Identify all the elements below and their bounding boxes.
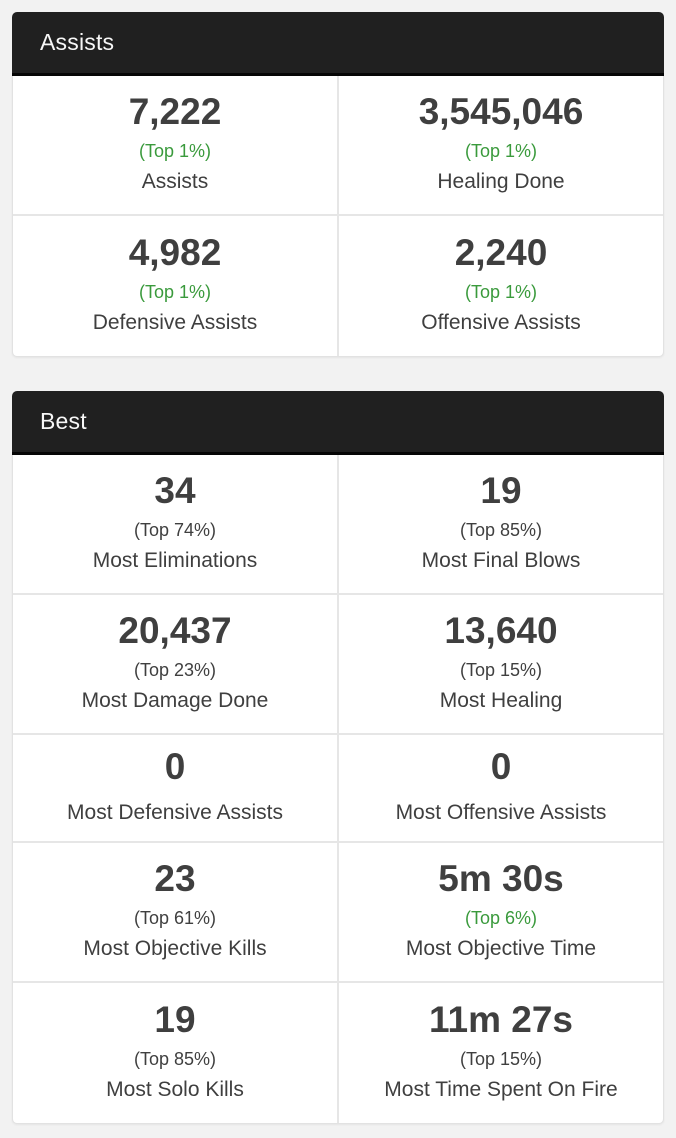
stat-percentile: (Top 74%) [133, 519, 217, 540]
stat-row: 34 (Top 74%) Most Eliminations 19 (Top 8… [13, 455, 663, 595]
stat-cell-most-offensive-assists: 0 Most Offensive Assists [337, 735, 663, 841]
stat-row: 23 (Top 61%) Most Objective Kills 5m 30s… [13, 843, 663, 983]
stat-label: Most Offensive Assists [395, 800, 607, 824]
stat-value: 13,640 [444, 610, 558, 652]
stat-cell-most-final-blows: 19 (Top 85%) Most Final Blows [337, 455, 663, 593]
best-card-header: Best [12, 391, 664, 455]
stat-value: 0 [164, 746, 186, 788]
stat-value: 5m 30s [438, 858, 564, 900]
stat-row: 4,982 (Top 1%) Defensive Assists 2,240 (… [13, 216, 663, 356]
stat-value: 7,222 [128, 91, 222, 133]
stat-cell-offensive-assists: 2,240 (Top 1%) Offensive Assists [337, 216, 663, 356]
stat-label: Most Objective Time [405, 936, 597, 960]
stat-label: Most Objective Kills [83, 936, 267, 960]
stat-label: Most Defensive Assists [67, 800, 283, 824]
stat-percentile: (Top 15%) [459, 1048, 543, 1069]
stat-percentile: (Top 1%) [464, 140, 538, 161]
assists-card-body: 7,222 (Top 1%) Assists 3,545,046 (Top 1%… [12, 76, 664, 357]
stat-cell-most-solo-kills: 19 (Top 85%) Most Solo Kills [13, 983, 337, 1123]
stat-percentile: (Top 15%) [459, 659, 543, 680]
stat-value: 34 [154, 470, 196, 512]
stat-row: 20,437 (Top 23%) Most Damage Done 13,640… [13, 595, 663, 735]
best-card-body: 34 (Top 74%) Most Eliminations 19 (Top 8… [12, 455, 664, 1124]
stat-percentile: (Top 1%) [138, 140, 212, 161]
best-card-title: Best [40, 408, 87, 434]
stat-row: 0 Most Defensive Assists 0 Most Offensiv… [13, 735, 663, 843]
stat-percentile: (Top 1%) [138, 281, 212, 302]
stat-cell-most-objective-kills: 23 (Top 61%) Most Objective Kills [13, 843, 337, 981]
stat-label: Most Damage Done [81, 688, 269, 712]
stat-percentile: (Top 6%) [464, 907, 538, 928]
assists-card: Assists 7,222 (Top 1%) Assists 3,545,046… [12, 12, 664, 357]
stat-label: Assists [141, 169, 209, 193]
stat-value: 2,240 [454, 232, 548, 274]
stat-value: 11m 27s [428, 999, 574, 1041]
stat-cell-assists: 7,222 (Top 1%) Assists [13, 76, 337, 214]
stat-percentile: (Top 85%) [133, 1048, 217, 1069]
stat-percentile: (Top 1%) [464, 281, 538, 302]
stat-value: 20,437 [118, 610, 232, 652]
stat-value: 19 [154, 999, 196, 1041]
stat-cell-most-healing: 13,640 (Top 15%) Most Healing [337, 595, 663, 733]
assists-card-title: Assists [40, 29, 115, 55]
stat-label: Healing Done [437, 169, 565, 193]
stat-percentile: (Top 85%) [459, 519, 543, 540]
stat-cell-most-time-spent-on-fire: 11m 27s (Top 15%) Most Time Spent On Fir… [337, 983, 663, 1123]
assists-card-header: Assists [12, 12, 664, 76]
best-card: Best 34 (Top 74%) Most Eliminations 19 (… [12, 391, 664, 1124]
stat-cell-defensive-assists: 4,982 (Top 1%) Defensive Assists [13, 216, 337, 356]
stat-value: 23 [154, 858, 196, 900]
stat-label: Offensive Assists [421, 310, 581, 334]
stat-label: Most Healing [439, 688, 563, 712]
stat-label: Most Eliminations [92, 548, 258, 572]
stat-percentile: (Top 61%) [133, 907, 217, 928]
stat-label: Most Time Spent On Fire [384, 1077, 618, 1101]
stat-percentile: (Top 23%) [133, 659, 217, 680]
stat-row: 7,222 (Top 1%) Assists 3,545,046 (Top 1%… [13, 76, 663, 216]
stat-value: 19 [480, 470, 522, 512]
stat-value: 3,545,046 [418, 91, 584, 133]
stat-value: 0 [490, 746, 512, 788]
stat-label: Most Solo Kills [106, 1077, 244, 1101]
stat-cell-most-damage-done: 20,437 (Top 23%) Most Damage Done [13, 595, 337, 733]
stat-cell-most-eliminations: 34 (Top 74%) Most Eliminations [13, 455, 337, 593]
stat-row: 19 (Top 85%) Most Solo Kills 11m 27s (To… [13, 983, 663, 1123]
stat-value: 4,982 [128, 232, 222, 274]
stat-cell-most-defensive-assists: 0 Most Defensive Assists [13, 735, 337, 841]
stat-label: Most Final Blows [421, 548, 581, 572]
stat-cell-healing-done: 3,545,046 (Top 1%) Healing Done [337, 76, 663, 214]
stat-cell-most-objective-time: 5m 30s (Top 6%) Most Objective Time [337, 843, 663, 981]
stat-label: Defensive Assists [92, 310, 258, 334]
